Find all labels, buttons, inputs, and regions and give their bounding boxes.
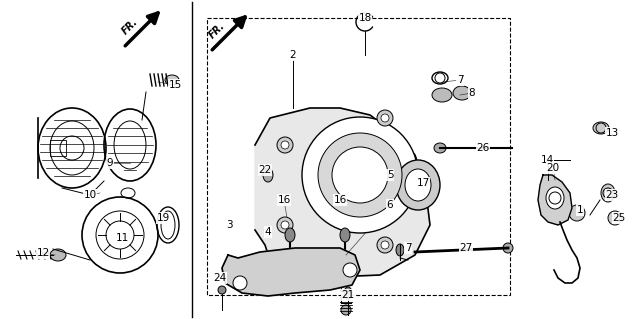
Text: 3: 3 [226, 220, 232, 230]
Ellipse shape [405, 169, 431, 201]
Text: 14: 14 [540, 155, 554, 165]
Circle shape [377, 110, 393, 126]
Text: 26: 26 [476, 143, 490, 153]
Circle shape [608, 211, 622, 225]
Circle shape [318, 133, 402, 217]
Text: 25: 25 [612, 213, 626, 223]
Circle shape [233, 276, 247, 290]
Text: 5: 5 [387, 170, 394, 180]
Circle shape [277, 217, 293, 233]
Text: 1: 1 [577, 205, 583, 215]
Text: 12: 12 [36, 248, 50, 258]
Polygon shape [222, 248, 360, 296]
Ellipse shape [434, 143, 446, 153]
Ellipse shape [593, 122, 609, 134]
Text: 22: 22 [259, 165, 271, 175]
Text: 7: 7 [404, 243, 412, 253]
Ellipse shape [50, 249, 66, 261]
Text: 16: 16 [277, 195, 291, 205]
Text: FR.: FR. [120, 17, 140, 37]
Text: 19: 19 [156, 213, 170, 223]
Circle shape [343, 263, 357, 277]
Text: 18: 18 [358, 13, 372, 23]
Text: 2: 2 [290, 50, 296, 60]
Ellipse shape [396, 244, 404, 256]
Text: 16: 16 [333, 195, 347, 205]
Ellipse shape [285, 228, 295, 242]
Ellipse shape [453, 86, 471, 100]
Ellipse shape [218, 286, 226, 294]
Text: 6: 6 [387, 200, 394, 210]
Bar [207, 18, 510, 295]
Text: 17: 17 [417, 178, 429, 188]
Circle shape [377, 237, 393, 253]
Text: 4: 4 [265, 227, 271, 237]
Circle shape [281, 141, 289, 149]
Ellipse shape [340, 228, 350, 242]
Text: 20: 20 [547, 163, 559, 173]
Circle shape [277, 137, 293, 153]
Polygon shape [255, 108, 430, 278]
Ellipse shape [344, 287, 352, 299]
Ellipse shape [341, 305, 351, 315]
Circle shape [302, 117, 418, 233]
Bar [50, 140, 66, 156]
Text: 21: 21 [341, 290, 355, 300]
Circle shape [569, 205, 585, 221]
Ellipse shape [546, 187, 564, 209]
Text: 7: 7 [457, 75, 463, 85]
Circle shape [381, 114, 389, 122]
Circle shape [503, 243, 513, 253]
Circle shape [281, 221, 289, 229]
Text: 24: 24 [213, 273, 227, 283]
Polygon shape [538, 175, 572, 225]
Text: 23: 23 [605, 190, 619, 200]
Text: 8: 8 [468, 88, 476, 98]
Text: 15: 15 [168, 80, 182, 90]
Ellipse shape [396, 160, 440, 210]
Text: 11: 11 [115, 233, 129, 243]
Circle shape [332, 147, 388, 203]
Ellipse shape [601, 184, 615, 202]
Text: 27: 27 [460, 243, 472, 253]
Ellipse shape [263, 168, 273, 182]
Circle shape [381, 241, 389, 249]
Text: 10: 10 [83, 190, 97, 200]
Ellipse shape [432, 88, 452, 102]
Text: 13: 13 [605, 128, 619, 138]
Text: FR.: FR. [207, 21, 227, 41]
Text: 9: 9 [107, 158, 113, 168]
Ellipse shape [165, 75, 179, 85]
